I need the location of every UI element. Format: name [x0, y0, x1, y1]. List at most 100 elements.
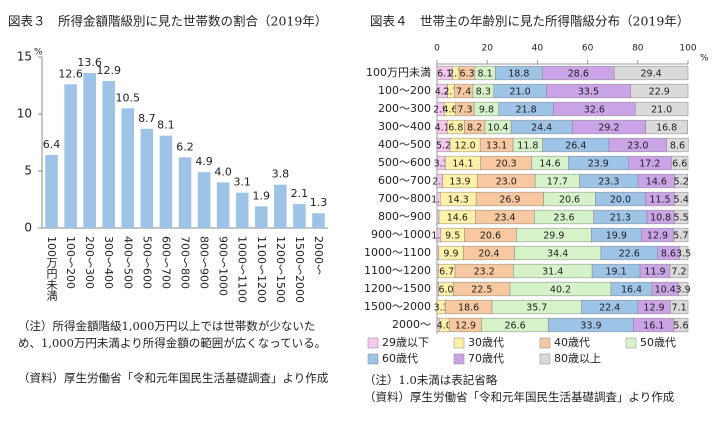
- legend-label: 29歳以下: [382, 336, 429, 349]
- x-tick-label: 200～300: [83, 236, 96, 289]
- data-label: 40.2: [550, 285, 571, 296]
- data-label: 7.1: [672, 303, 687, 314]
- data-label: 21.3: [610, 213, 631, 224]
- x-tick-label: 500～600: [140, 236, 153, 289]
- data-label: 13.9: [449, 177, 470, 188]
- bar: [197, 172, 211, 228]
- legend-swatch: [539, 337, 551, 349]
- note: （注）1.0未満は表記省略: [364, 373, 498, 387]
- data-label: 6.3: [459, 69, 474, 80]
- data-label: 8.1: [157, 119, 175, 132]
- x-tick-label: 1000～1100: [236, 236, 249, 303]
- x-tick-label: 900～1000: [217, 236, 230, 296]
- data-label: 18.8: [508, 69, 529, 80]
- data-label: 14.3: [448, 195, 469, 206]
- y-tick-label: 900～1000: [371, 228, 431, 241]
- data-label: 20.0: [610, 195, 631, 206]
- bar: [274, 184, 287, 228]
- bar-segment: [613, 65, 689, 81]
- y-tick-label: 5: [24, 164, 32, 178]
- legend-swatch: [367, 353, 379, 365]
- data-label: 11.8: [517, 141, 538, 152]
- data-label: 4.2: [435, 87, 450, 98]
- source: （資料）厚生労働省「令和元年国民生活基礎調査」より作成: [18, 371, 329, 385]
- bar-segment: [673, 209, 689, 225]
- data-label: 7.3: [457, 105, 472, 116]
- legend-label: 60歳代: [382, 352, 418, 365]
- bar: [83, 72, 96, 229]
- data-label: 14.6: [646, 177, 667, 188]
- data-label: 10.5: [116, 91, 141, 104]
- note: （注）所得金額階級1,000万円以上では世帯数が少ないため、1,000万円未満よ…: [18, 319, 327, 350]
- bar: [140, 128, 154, 228]
- data-label: 23.0: [496, 177, 517, 188]
- data-label: 4.6: [442, 105, 457, 116]
- data-label: 1.5: [431, 231, 446, 242]
- data-label: 7.2: [671, 267, 686, 278]
- data-label: 6.2: [176, 140, 194, 153]
- bar-segment: [674, 173, 688, 189]
- data-label: 20.6: [480, 231, 501, 242]
- x-tick-label: 1200～1500: [274, 236, 287, 303]
- data-label: 8.1: [478, 69, 493, 80]
- y-unit: %: [34, 48, 43, 58]
- data-label: 9.8: [479, 105, 494, 116]
- data-label: 2.1: [291, 187, 309, 200]
- data-label: 3.5: [676, 249, 691, 260]
- data-label: 22.4: [599, 303, 620, 314]
- bar: [121, 108, 135, 228]
- data-label: 3.3: [434, 159, 449, 170]
- bar: [216, 182, 230, 228]
- data-label: 2.7: [448, 69, 463, 80]
- data-label: 20.3: [496, 159, 517, 170]
- data-label: 9.9: [443, 249, 458, 260]
- data-label: 21.8: [516, 105, 537, 116]
- data-label: 8.6: [661, 249, 676, 260]
- data-label: 16.1: [643, 321, 664, 332]
- y-tick-label: 1000～1100: [364, 246, 431, 259]
- x-tick-label: 600～700: [159, 236, 172, 289]
- source: （資料）厚生労働省「令和元年国民生活基礎調査」より作成: [364, 390, 675, 404]
- legend-swatch: [539, 353, 551, 365]
- data-label: 12.9: [647, 231, 668, 242]
- data-label: 22.6: [619, 249, 640, 260]
- data-label: 19.9: [606, 231, 627, 242]
- data-label: 12.9: [96, 64, 121, 77]
- data-label: 5.4: [674, 195, 689, 206]
- data-label: 22.5: [471, 285, 492, 296]
- data-label: 4.1: [435, 123, 450, 134]
- x-tick-label: 800～900: [198, 236, 211, 289]
- bar: [235, 192, 249, 228]
- x-tick-label: 100万円未満: [45, 236, 58, 302]
- data-label: 6.0: [438, 285, 453, 296]
- bar: [159, 135, 173, 228]
- data-label: 4.0: [214, 165, 232, 178]
- data-label: 5.5: [674, 213, 689, 224]
- data-label: 23.6: [553, 213, 574, 224]
- data-label: 33.9: [580, 321, 601, 332]
- data-label: 1.3: [310, 196, 328, 209]
- bar: [254, 206, 268, 228]
- bar-segment: [678, 245, 689, 261]
- bar: [64, 84, 77, 228]
- legend-swatch: [367, 337, 379, 349]
- data-label: 14.6: [539, 159, 560, 170]
- data-label: 20.6: [559, 195, 580, 206]
- x-tick-label: 60: [582, 44, 594, 54]
- data-label: 1.9: [253, 189, 271, 202]
- data-label: 12.0: [455, 141, 476, 152]
- bar-segment: [673, 317, 689, 333]
- y-tick-label: 100万円未満: [366, 66, 431, 79]
- x-tick-label: 400～500: [121, 236, 134, 289]
- data-label: 33.5: [578, 87, 599, 98]
- y-tick-label: 0: [24, 221, 32, 235]
- x-tick-label: 1100～1200: [255, 236, 268, 303]
- bar-segment: [645, 119, 688, 135]
- data-label: 17.2: [639, 159, 660, 170]
- data-label: 21.0: [510, 87, 531, 98]
- data-label: 4.0: [437, 321, 452, 332]
- data-label: 8.7: [138, 112, 156, 125]
- data-label: 21.0: [651, 105, 672, 116]
- bar-segment: [677, 281, 689, 297]
- data-label: 12.9: [455, 321, 476, 332]
